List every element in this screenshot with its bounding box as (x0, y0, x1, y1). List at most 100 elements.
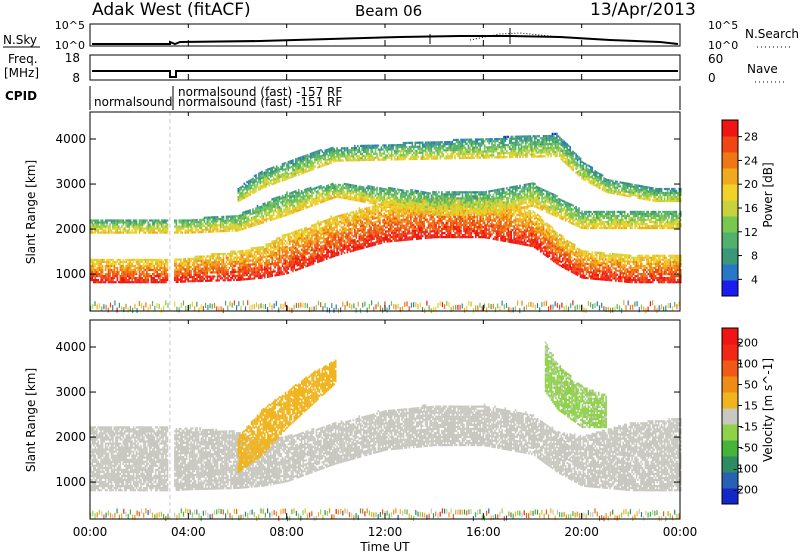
data-cell-0-0 (566, 245, 568, 249)
data-cell-0-0 (340, 234, 343, 237)
data-cell-0-0 (138, 264, 141, 268)
data-cell-0-0 (604, 266, 607, 269)
data-cell-0-0 (609, 256, 611, 259)
data-cell-0-0 (445, 197, 448, 200)
data-cell-0-0 (267, 261, 269, 264)
data-cell-0-0 (497, 232, 499, 235)
data-cell-0-0 (615, 277, 617, 280)
data-cell-0-0 (601, 268, 604, 271)
data-cell-0-0 (491, 229, 493, 232)
data-cell-0-0 (556, 256, 558, 259)
data-cell-0-0 (293, 253, 296, 256)
data-cell-0-0 (401, 222, 403, 225)
data-cell-0-0 (404, 234, 406, 237)
data-cell-0-0 (249, 273, 251, 276)
data-cell-0-0 (205, 265, 207, 268)
data-cell-0-0 (219, 263, 222, 266)
data-cell-0-0 (511, 239, 514, 242)
data-cell-0-0 (265, 267, 268, 270)
data-cell-0-0 (340, 248, 343, 251)
data-cell-0-0 (355, 226, 358, 229)
data-cell-0-0 (500, 202, 502, 205)
data-cell-0-0 (354, 220, 356, 223)
data-cell-0-0 (538, 231, 540, 234)
data-cell-0-0 (327, 238, 330, 242)
data-cell-0-0 (389, 211, 391, 214)
data-cell-0-0 (531, 232, 533, 235)
data-cell-0-0 (553, 244, 555, 247)
data-cell-0-0 (532, 241, 535, 244)
data-cell-0-0 (326, 241, 328, 244)
data-cell-0-0 (528, 221, 530, 225)
data-cell-0-0 (296, 268, 299, 271)
data-cell-0-0 (315, 247, 318, 250)
data-cell-0-0 (420, 229, 422, 232)
data-cell-0-0 (587, 252, 589, 255)
data-cell-0-0 (517, 212, 520, 215)
data-cell-0-0 (573, 266, 576, 269)
data-cell-0-0 (566, 247, 568, 251)
data-cell-0-0 (562, 241, 564, 244)
data-cell-0-0 (594, 259, 596, 262)
data-cell-0-0 (354, 212, 356, 215)
data-cell-0-0 (393, 209, 396, 212)
data-cell-0-0 (374, 204, 377, 208)
data-cell-0-0 (302, 256, 304, 259)
data-cell-0-0 (550, 258, 552, 261)
data-cell-0-0 (534, 240, 536, 243)
data-cell-0-0 (475, 215, 477, 218)
data-cell-0-0 (324, 233, 327, 237)
data-cell-0-0 (206, 279, 209, 282)
data-cell-0-0 (239, 264, 241, 267)
data-cell-0-0 (575, 273, 577, 276)
data-cell-0-0 (438, 217, 440, 220)
data-cell-0-0 (121, 275, 123, 278)
data-cell-0-0 (95, 268, 98, 272)
data-cell-0-0 (267, 263, 269, 266)
data-cell-0-0 (619, 265, 622, 268)
data-cell-0-0 (516, 227, 518, 231)
data-cell-0-0 (475, 234, 477, 237)
data-cell-0-0 (284, 254, 287, 257)
data-cell-0-0 (293, 255, 296, 258)
data-cell-0-0 (399, 225, 402, 228)
data-cell-0-0 (392, 209, 394, 212)
data-cell-0-0 (160, 275, 163, 278)
data-cell-0-0 (113, 277, 116, 280)
data-cell-0-0 (152, 273, 154, 276)
data-cell-0-0 (296, 248, 299, 251)
data-cell-0-0 (494, 238, 496, 241)
data-cell-0-0 (152, 279, 154, 282)
data-cell-0-0 (485, 202, 487, 205)
data-cell-0-0 (253, 261, 256, 264)
data-cell-0-0 (367, 245, 369, 248)
data-cell-0-0 (426, 220, 428, 223)
data-cell-0-0 (302, 258, 304, 261)
data-cell-0-0 (196, 267, 198, 270)
data-cell-0-0 (296, 264, 299, 267)
data-cell-0-0 (396, 227, 399, 230)
data-cell-0-0 (323, 248, 325, 251)
data-cell-0-0 (259, 250, 262, 253)
data-cell-0-0 (436, 230, 439, 233)
data-cell-0-0 (349, 238, 352, 241)
data-cell-0-0 (581, 258, 583, 261)
data-cell-0-0 (578, 260, 580, 263)
data-cell-0-0 (368, 238, 371, 242)
data-cell-0-0 (116, 268, 119, 272)
data-cell-0-0 (407, 222, 409, 225)
data-cell-0-0 (258, 260, 260, 263)
data-cell-0-0 (432, 220, 434, 223)
data-cell-0-0 (318, 238, 321, 241)
data-cell-0-0 (243, 260, 245, 263)
data-cell-0-0 (591, 257, 594, 260)
data-cell-0-0 (371, 238, 374, 241)
data-cell-0-0 (153, 275, 155, 278)
data-cell-0-0 (352, 223, 355, 226)
data-cell-0-0 (609, 260, 611, 263)
data-cell-0-0 (377, 240, 380, 243)
data-cell-0-0 (507, 212, 509, 215)
data-cell-0-0 (395, 233, 397, 236)
data-cell-0-0 (516, 223, 518, 226)
data-cell-0-0 (95, 273, 98, 276)
